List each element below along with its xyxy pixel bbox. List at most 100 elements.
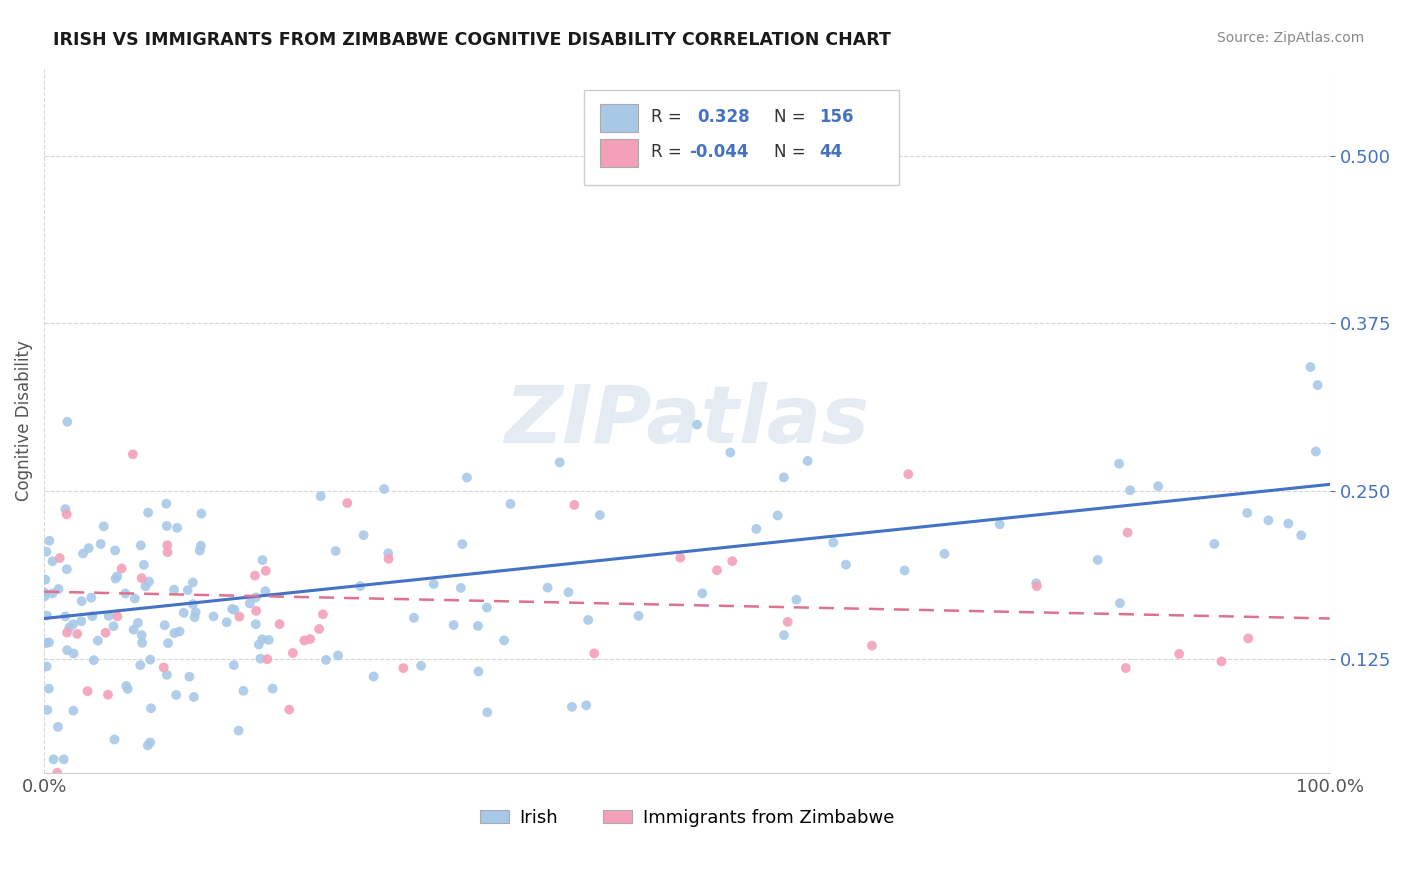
Point: [115, 679, 138, 693]
Point: [58, 620, 80, 634]
Point: [409, 658, 432, 673]
Point: [72, 547, 94, 561]
Point: [104, 572, 127, 586]
Point: [402, 610, 425, 624]
Point: [117, 681, 139, 696]
Point: [823, 535, 845, 549]
Point: [353, 528, 375, 542]
Point: [835, 558, 858, 572]
Text: 44: 44: [820, 144, 842, 161]
Point: [475, 600, 498, 615]
Point: [87, 633, 110, 648]
Point: [70, 594, 93, 608]
FancyBboxPatch shape: [599, 103, 638, 132]
Point: [686, 417, 709, 432]
Point: [32, 585, 55, 599]
Point: [41, 554, 63, 568]
Point: [1236, 506, 1258, 520]
Point: [1119, 483, 1142, 498]
Point: [988, 517, 1011, 532]
Point: [548, 455, 571, 469]
Point: [336, 496, 359, 510]
Point: [131, 636, 153, 650]
Point: [627, 608, 650, 623]
Point: [254, 584, 277, 599]
Point: [166, 521, 188, 535]
Point: [278, 703, 301, 717]
Point: [70, 614, 93, 628]
FancyBboxPatch shape: [599, 139, 638, 167]
Point: [97, 608, 120, 623]
Point: [243, 568, 266, 582]
Point: [202, 609, 225, 624]
Point: [562, 498, 585, 512]
Point: [262, 681, 284, 696]
Point: [62, 704, 84, 718]
Point: [309, 489, 332, 503]
Point: [718, 445, 741, 459]
Point: [228, 609, 250, 624]
Point: [423, 577, 446, 591]
Point: [456, 470, 478, 484]
Point: [1289, 528, 1312, 542]
Point: [37, 703, 59, 717]
Point: [1299, 359, 1322, 374]
Point: [467, 619, 489, 633]
Point: [136, 506, 159, 520]
Point: [103, 619, 125, 633]
Point: [177, 583, 200, 598]
Point: [377, 546, 399, 560]
Point: [173, 606, 195, 620]
Point: [183, 690, 205, 704]
Point: [315, 653, 337, 667]
Point: [93, 519, 115, 533]
Point: [153, 618, 176, 632]
Point: [773, 628, 796, 642]
Point: [308, 622, 330, 636]
Point: [83, 653, 105, 667]
Point: [152, 660, 174, 674]
Point: [42, 752, 65, 766]
Point: [46, 765, 69, 780]
Point: [80, 591, 103, 605]
Point: [156, 519, 179, 533]
Point: [363, 669, 385, 683]
Point: [1204, 537, 1226, 551]
Point: [221, 602, 243, 616]
Point: [56, 625, 79, 640]
Legend: Irish, Immigrants from Zimbabwe: Irish, Immigrants from Zimbabwe: [472, 802, 901, 834]
Point: [124, 591, 146, 606]
Point: [561, 699, 583, 714]
Point: [94, 625, 117, 640]
Point: [82, 609, 104, 624]
Point: [254, 564, 277, 578]
Text: R =: R =: [651, 108, 682, 126]
Point: [392, 661, 415, 675]
Point: [157, 636, 180, 650]
Point: [156, 545, 179, 559]
Point: [66, 627, 89, 641]
Point: [38, 533, 60, 548]
Text: Source: ZipAtlas.com: Source: ZipAtlas.com: [1216, 31, 1364, 45]
Text: IRISH VS IMMIGRANTS FROM ZIMBABWE COGNITIVE DISABILITY CORRELATION CHART: IRISH VS IMMIGRANTS FROM ZIMBABWE COGNIT…: [53, 31, 891, 49]
Point: [1025, 579, 1047, 593]
Point: [1115, 661, 1137, 675]
Point: [105, 569, 128, 583]
Point: [721, 554, 744, 568]
Point: [326, 648, 349, 663]
Point: [897, 467, 920, 482]
Point: [1116, 525, 1139, 540]
Point: [557, 585, 579, 599]
Point: [104, 543, 127, 558]
Point: [477, 706, 499, 720]
Point: [256, 652, 278, 666]
Point: [934, 547, 956, 561]
Point: [232, 683, 254, 698]
Point: [467, 665, 489, 679]
Point: [138, 574, 160, 589]
Point: [132, 558, 155, 572]
Point: [90, 537, 112, 551]
Point: [292, 633, 315, 648]
Point: [131, 628, 153, 642]
Point: [53, 609, 76, 624]
